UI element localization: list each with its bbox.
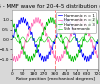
Line: Harmonic n = 1: Harmonic n = 1 [12, 17, 98, 62]
Harmonic n = 1 [66, 17, 67, 18]
5th harmonic [67, 39, 69, 40]
Harmonic n = 1 [76, 40, 77, 41]
Harmonic n = 3 [93, 17, 94, 18]
Title: Figure 5 - MMF wave for 20-4-5 distribution (whole spp): Figure 5 - MMF wave for 20-4-5 distribut… [0, 4, 100, 9]
Harmonic n = 3 [44, 28, 46, 29]
Harmonic n = 2 [97, 54, 99, 55]
Line: Harmonic n = 3: Harmonic n = 3 [12, 17, 98, 62]
5th harmonic [63, 39, 64, 40]
Harmonic n = 2 [15, 61, 16, 62]
Harmonic n = 1 [67, 20, 69, 21]
5th harmonic [95, 41, 96, 43]
Harmonic n = 1 [97, 39, 99, 40]
Harmonic n = 2 [67, 41, 69, 42]
5th harmonic [97, 39, 99, 40]
5th harmonic [76, 38, 77, 39]
Harmonic n = 1 [11, 39, 13, 40]
Legend: Harmonic n = 1, Harmonic n = 2, Harmonic n = 3, 5th harmonic: Harmonic n = 1, Harmonic n = 2, Harmonic… [56, 12, 96, 33]
Harmonic n = 2 [82, 21, 83, 22]
5th harmonic [14, 36, 15, 37]
Harmonic n = 2 [63, 52, 64, 53]
Harmonic n = 3 [67, 51, 69, 52]
5th harmonic [82, 36, 83, 37]
5th harmonic [11, 39, 13, 40]
Harmonic n = 2 [76, 23, 77, 24]
5th harmonic [44, 41, 46, 42]
Harmonic n = 3 [97, 19, 99, 20]
Harmonic n = 2 [38, 17, 39, 18]
Harmonic n = 1 [63, 20, 64, 21]
Line: Harmonic n = 2: Harmonic n = 2 [12, 18, 98, 62]
Harmonic n = 2 [11, 54, 13, 55]
Harmonic n = 3 [27, 57, 28, 58]
Harmonic n = 3 [82, 40, 83, 41]
5th harmonic [27, 41, 28, 42]
Harmonic n = 2 [44, 29, 46, 30]
Harmonic n = 3 [76, 55, 77, 56]
Harmonic n = 1 [43, 61, 44, 62]
X-axis label: Rotor position [mechanical degrees]: Rotor position [mechanical degrees] [16, 77, 94, 81]
Harmonic n = 3 [73, 61, 74, 62]
Harmonic n = 1 [82, 56, 83, 57]
Harmonic n = 1 [44, 56, 46, 57]
Harmonic n = 3 [63, 40, 64, 41]
Harmonic n = 1 [27, 22, 28, 23]
Harmonic n = 2 [27, 34, 28, 35]
Harmonic n = 3 [11, 19, 13, 20]
Line: 5th harmonic: 5th harmonic [12, 37, 98, 42]
